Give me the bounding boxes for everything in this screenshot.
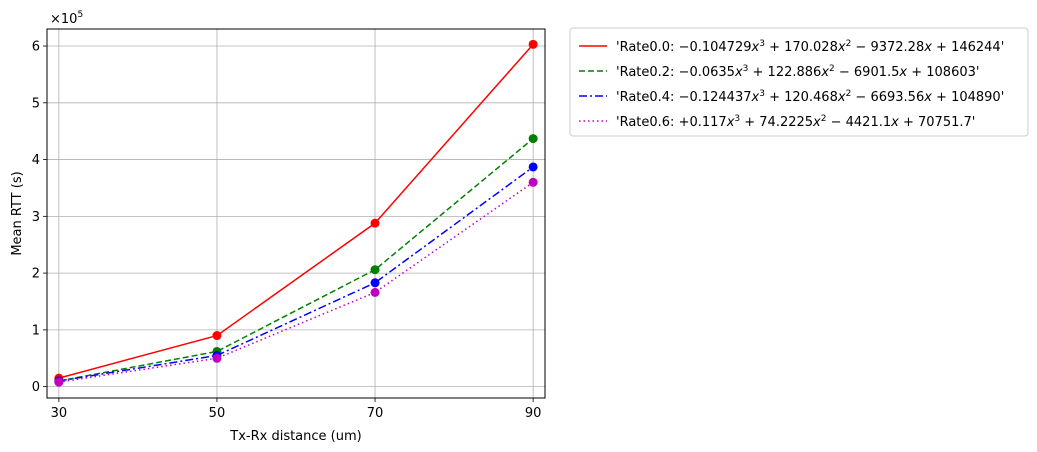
legend-entry: 'Rate0.4: −0.124437x3 + 120.468x2 − 6693… xyxy=(616,89,1004,105)
plot-frame xyxy=(46,28,546,399)
legend-box xyxy=(569,27,1029,137)
data-point xyxy=(528,39,538,49)
x-tick-label: 70 xyxy=(367,406,384,421)
y-axis: 0 1 2 3 4 5 6 xyxy=(32,40,47,395)
data-point xyxy=(370,287,380,297)
y-tick-label: 5 xyxy=(32,96,40,111)
y-tick-label: 3 xyxy=(32,210,40,225)
legend-entry: 'Rate0.2: −0.0635x3 + 122.886x2 − 6901.5… xyxy=(616,64,979,80)
data-point xyxy=(370,265,380,275)
series-3 xyxy=(54,177,538,387)
x-axis: 30 50 70 90 xyxy=(51,398,542,421)
x-axis-label: Tx-Rx distance (um) xyxy=(229,429,361,444)
y-tick-label: 6 xyxy=(32,40,40,55)
y-tick-label: 2 xyxy=(32,267,40,282)
series-line xyxy=(58,137,534,382)
legend: 'Rate0.0: −0.104729x3 + 170.028x2 − 9372… xyxy=(569,27,1029,137)
legend-entry: 'Rate0.6: +0.117x3 + 74.2225x2 − 4421.1x… xyxy=(616,114,975,130)
series-1 xyxy=(54,134,538,386)
data-point xyxy=(54,377,64,387)
data-point xyxy=(212,353,222,363)
x-tick-label: 50 xyxy=(209,406,226,421)
series-line xyxy=(58,181,534,383)
series-line xyxy=(58,166,534,382)
series-layer xyxy=(54,39,538,387)
y-axis-label: Mean RTT (s) xyxy=(10,171,25,255)
data-point xyxy=(370,218,380,228)
data-point xyxy=(212,331,222,341)
x-tick-label: 90 xyxy=(525,406,542,421)
series-line xyxy=(58,43,534,379)
x-tick-label: 30 xyxy=(51,406,68,421)
data-point xyxy=(528,134,538,144)
data-point xyxy=(528,162,538,172)
data-point xyxy=(370,278,380,288)
legend-entry: 'Rate0.0: −0.104729x3 + 170.028x2 − 9372… xyxy=(616,39,1004,55)
y-tick-label: 4 xyxy=(32,153,40,168)
y-tick-label: 1 xyxy=(32,323,40,338)
grid-lines xyxy=(47,29,545,398)
y-scale-factor: ×105 xyxy=(50,10,83,27)
data-point xyxy=(528,177,538,187)
y-tick-label: 0 xyxy=(32,380,40,395)
series-0 xyxy=(54,39,538,383)
